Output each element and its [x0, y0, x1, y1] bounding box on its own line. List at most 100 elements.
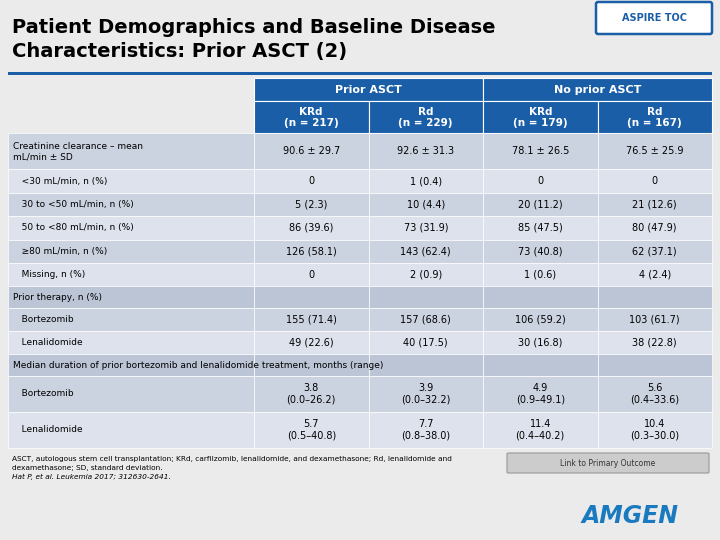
Text: Prior therapy, n (%): Prior therapy, n (%) — [13, 293, 102, 301]
Text: Lenalidomide: Lenalidomide — [13, 338, 83, 347]
FancyBboxPatch shape — [596, 2, 712, 34]
Bar — [254, 170, 369, 193]
Bar — [483, 102, 598, 133]
Bar — [8, 412, 254, 448]
Bar — [8, 216, 254, 240]
Text: KRd
(n = 217): KRd (n = 217) — [284, 106, 338, 128]
Bar — [483, 216, 598, 240]
Bar — [483, 308, 598, 331]
Text: 7.7
(0.8–38.0): 7.7 (0.8–38.0) — [401, 419, 450, 441]
Bar — [369, 216, 483, 240]
Text: Bortezomib: Bortezomib — [13, 389, 73, 399]
Text: 73 (40.8): 73 (40.8) — [518, 246, 562, 256]
Bar — [8, 308, 254, 331]
Bar — [598, 193, 712, 216]
Bar — [8, 72, 712, 75]
Bar — [598, 170, 712, 193]
Bar — [8, 133, 254, 170]
Bar — [598, 308, 712, 331]
Text: 78.1 ± 26.5: 78.1 ± 26.5 — [512, 146, 569, 157]
Text: 5 (2.3): 5 (2.3) — [295, 199, 328, 210]
Bar — [369, 308, 483, 331]
Bar — [483, 354, 598, 376]
Bar — [8, 354, 254, 376]
Text: 1 (0.4): 1 (0.4) — [410, 176, 442, 186]
Text: 38 (22.8): 38 (22.8) — [632, 338, 677, 348]
Bar — [483, 78, 712, 102]
Text: 40 (17.5): 40 (17.5) — [403, 338, 448, 348]
Bar — [369, 240, 483, 263]
Text: 1 (0.6): 1 (0.6) — [524, 269, 557, 280]
Bar — [483, 412, 598, 448]
Bar — [598, 331, 712, 354]
Bar — [369, 354, 483, 376]
Bar — [483, 263, 598, 286]
Bar — [483, 133, 598, 170]
Text: Rd
(n = 167): Rd (n = 167) — [627, 106, 682, 128]
Text: 11.4
(0.4–40.2): 11.4 (0.4–40.2) — [516, 419, 565, 441]
Bar — [598, 376, 712, 412]
Bar — [598, 263, 712, 286]
Bar — [598, 102, 712, 133]
Bar — [598, 286, 712, 308]
Text: dexamethasone; SD, standard deviation.: dexamethasone; SD, standard deviation. — [12, 465, 163, 471]
Text: 50 to <80 mL/min, n (%): 50 to <80 mL/min, n (%) — [13, 224, 134, 232]
Bar — [369, 193, 483, 216]
Text: 103 (61.7): 103 (61.7) — [629, 314, 680, 325]
Text: 30 (16.8): 30 (16.8) — [518, 338, 562, 348]
Text: 76.5 ± 25.9: 76.5 ± 25.9 — [626, 146, 683, 157]
Text: 73 (31.9): 73 (31.9) — [403, 223, 448, 233]
Bar — [8, 286, 254, 308]
Text: Patient Demographics and Baseline Disease: Patient Demographics and Baseline Diseas… — [12, 18, 495, 37]
Text: 3.9
(0.0–32.2): 3.9 (0.0–32.2) — [401, 383, 451, 404]
Text: 21 (12.6): 21 (12.6) — [632, 199, 677, 210]
Bar — [8, 263, 254, 286]
Text: 80 (47.9): 80 (47.9) — [632, 223, 677, 233]
Text: Median duration of prior bortezomib and lenalidomide treatment, months (range): Median duration of prior bortezomib and … — [13, 361, 383, 369]
Bar — [254, 286, 369, 308]
Bar — [369, 133, 483, 170]
Bar — [254, 193, 369, 216]
Text: 4 (2.4): 4 (2.4) — [639, 269, 671, 280]
Text: No prior ASCT: No prior ASCT — [554, 85, 642, 94]
Text: 85 (47.5): 85 (47.5) — [518, 223, 562, 233]
Text: Missing, n (%): Missing, n (%) — [13, 270, 85, 279]
Bar — [8, 170, 254, 193]
Bar — [483, 170, 598, 193]
Text: Bortezomib: Bortezomib — [13, 315, 73, 324]
Text: 157 (68.6): 157 (68.6) — [400, 314, 451, 325]
Bar — [254, 133, 369, 170]
Bar — [8, 376, 254, 412]
Bar — [254, 308, 369, 331]
Bar — [8, 78, 254, 102]
Text: 3.8
(0.0–26.2): 3.8 (0.0–26.2) — [287, 383, 336, 404]
Text: AMGEN: AMGEN — [582, 504, 678, 528]
Text: Prior ASCT: Prior ASCT — [335, 85, 402, 94]
Text: 62 (37.1): 62 (37.1) — [632, 246, 677, 256]
Text: 4.9
(0.9–49.1): 4.9 (0.9–49.1) — [516, 383, 564, 404]
Bar — [254, 412, 369, 448]
Text: 0: 0 — [308, 269, 315, 280]
Bar — [369, 412, 483, 448]
Bar — [254, 263, 369, 286]
Bar — [483, 240, 598, 263]
Bar — [483, 193, 598, 216]
Bar — [369, 102, 483, 133]
Bar — [598, 412, 712, 448]
Text: 2 (0.9): 2 (0.9) — [410, 269, 442, 280]
Text: 126 (58.1): 126 (58.1) — [286, 246, 337, 256]
Bar — [8, 331, 254, 354]
Bar — [369, 286, 483, 308]
Text: 5.6
(0.4–33.6): 5.6 (0.4–33.6) — [630, 383, 679, 404]
Text: Hat P, et al. Leukemia 2017; 312630-2641.: Hat P, et al. Leukemia 2017; 312630-2641… — [12, 474, 171, 480]
Text: Lenalidomide: Lenalidomide — [13, 426, 83, 434]
Bar — [598, 240, 712, 263]
Text: 20 (11.2): 20 (11.2) — [518, 199, 562, 210]
Text: ASPIRE TOC: ASPIRE TOC — [621, 13, 686, 23]
Text: <30 mL/min, n (%): <30 mL/min, n (%) — [13, 177, 107, 186]
Bar — [598, 216, 712, 240]
Text: Link to Primary Outcome: Link to Primary Outcome — [560, 458, 656, 468]
Text: 0: 0 — [652, 176, 658, 186]
Text: 5.7
(0.5–40.8): 5.7 (0.5–40.8) — [287, 419, 336, 441]
Text: Rd
(n = 229): Rd (n = 229) — [398, 106, 453, 128]
